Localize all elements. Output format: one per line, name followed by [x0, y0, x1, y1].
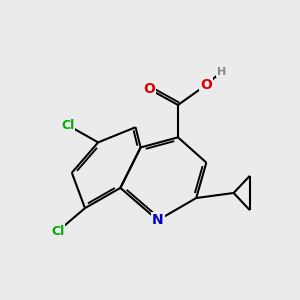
- Text: N: N: [152, 213, 164, 227]
- Text: H: H: [217, 67, 226, 76]
- Text: Cl: Cl: [61, 119, 74, 132]
- Text: O: O: [143, 82, 154, 96]
- Text: O: O: [200, 78, 212, 92]
- Text: Cl: Cl: [51, 225, 64, 238]
